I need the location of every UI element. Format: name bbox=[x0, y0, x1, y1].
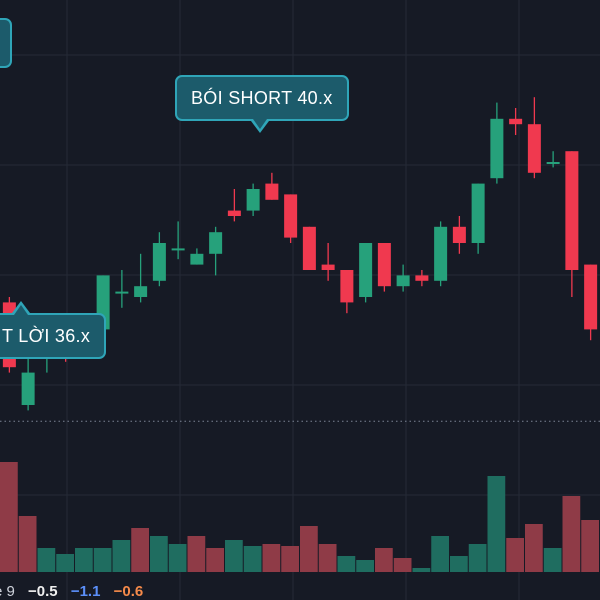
legend-value-2: −1.1 bbox=[70, 583, 101, 600]
volume-bar bbox=[543, 548, 562, 572]
volume-bar bbox=[150, 536, 168, 572]
volume-bar bbox=[431, 536, 449, 572]
volume-bar bbox=[468, 544, 487, 572]
volume-bar bbox=[206, 548, 224, 572]
candle-body bbox=[302, 226, 316, 270]
candle-body bbox=[340, 270, 354, 303]
candle-body bbox=[152, 243, 166, 281]
take-profit-callout: T LỜI 36.x bbox=[0, 301, 107, 359]
candle-body bbox=[377, 243, 391, 287]
candle-body bbox=[21, 372, 35, 405]
volume-bar bbox=[75, 548, 93, 572]
candle-body bbox=[396, 275, 410, 287]
legend-name: e 9 bbox=[0, 583, 15, 600]
volume-bar bbox=[581, 520, 599, 572]
volume-bar bbox=[300, 526, 318, 572]
callout-pointer bbox=[12, 301, 30, 315]
legend-value-1: −0.5 bbox=[28, 583, 58, 600]
candle-body bbox=[434, 226, 448, 281]
short-callout-label: BÓI SHORT 40.x bbox=[191, 88, 333, 108]
candle-body bbox=[359, 243, 373, 297]
volume-bars bbox=[0, 462, 599, 572]
candle-body bbox=[321, 264, 335, 270]
volume-bar bbox=[281, 546, 299, 572]
volume-bar bbox=[450, 556, 468, 572]
candle-body bbox=[115, 291, 129, 294]
candle-body bbox=[471, 183, 485, 243]
candle-body bbox=[584, 264, 598, 330]
volume-bar bbox=[393, 558, 412, 572]
volume-bar bbox=[243, 546, 262, 572]
volume-bar bbox=[562, 496, 581, 572]
candle-body bbox=[284, 194, 298, 238]
candles bbox=[2, 97, 598, 411]
take-profit-callout-label: T LỜI 36.x bbox=[2, 326, 91, 346]
candle-body bbox=[171, 248, 185, 251]
candle-body bbox=[134, 286, 148, 297]
candle-body bbox=[265, 183, 279, 200]
volume-bar bbox=[0, 462, 18, 572]
volume-bar bbox=[225, 540, 243, 572]
volume-bar bbox=[525, 524, 543, 572]
volume-bar bbox=[18, 516, 37, 572]
callout-pointer bbox=[251, 119, 269, 133]
candle-body bbox=[527, 124, 541, 173]
candle-body bbox=[190, 253, 204, 265]
volume-bar bbox=[262, 544, 281, 572]
volume-bar bbox=[412, 568, 431, 572]
candle-body bbox=[490, 118, 504, 179]
volume-bar bbox=[487, 476, 506, 572]
legend-value-3: −0.6 bbox=[113, 583, 144, 600]
candle-body bbox=[452, 226, 466, 243]
volume-bar bbox=[356, 560, 374, 572]
callout-offscreen bbox=[0, 18, 12, 68]
volume-bar bbox=[37, 548, 56, 572]
volume-bar bbox=[187, 536, 206, 572]
volume-bar bbox=[131, 528, 149, 572]
candle-body bbox=[246, 189, 260, 211]
volume-bar bbox=[56, 554, 74, 572]
candle-body bbox=[546, 162, 560, 164]
candle-body bbox=[227, 210, 241, 216]
volume-bar bbox=[337, 556, 356, 572]
volume-bar bbox=[112, 540, 131, 572]
volume-bar bbox=[93, 548, 112, 572]
volume-bar bbox=[318, 544, 337, 572]
candle-body bbox=[565, 151, 579, 270]
volume-bar bbox=[375, 548, 393, 572]
volume-bar bbox=[168, 544, 187, 572]
candle-body bbox=[209, 232, 223, 254]
indicator-legend: e 9 −0.5 −1.1 −0.6 bbox=[0, 583, 152, 600]
volume-bar bbox=[506, 538, 524, 572]
candle-body bbox=[509, 118, 523, 125]
candle-body bbox=[415, 275, 429, 281]
short-callout: BÓI SHORT 40.x bbox=[175, 75, 349, 133]
